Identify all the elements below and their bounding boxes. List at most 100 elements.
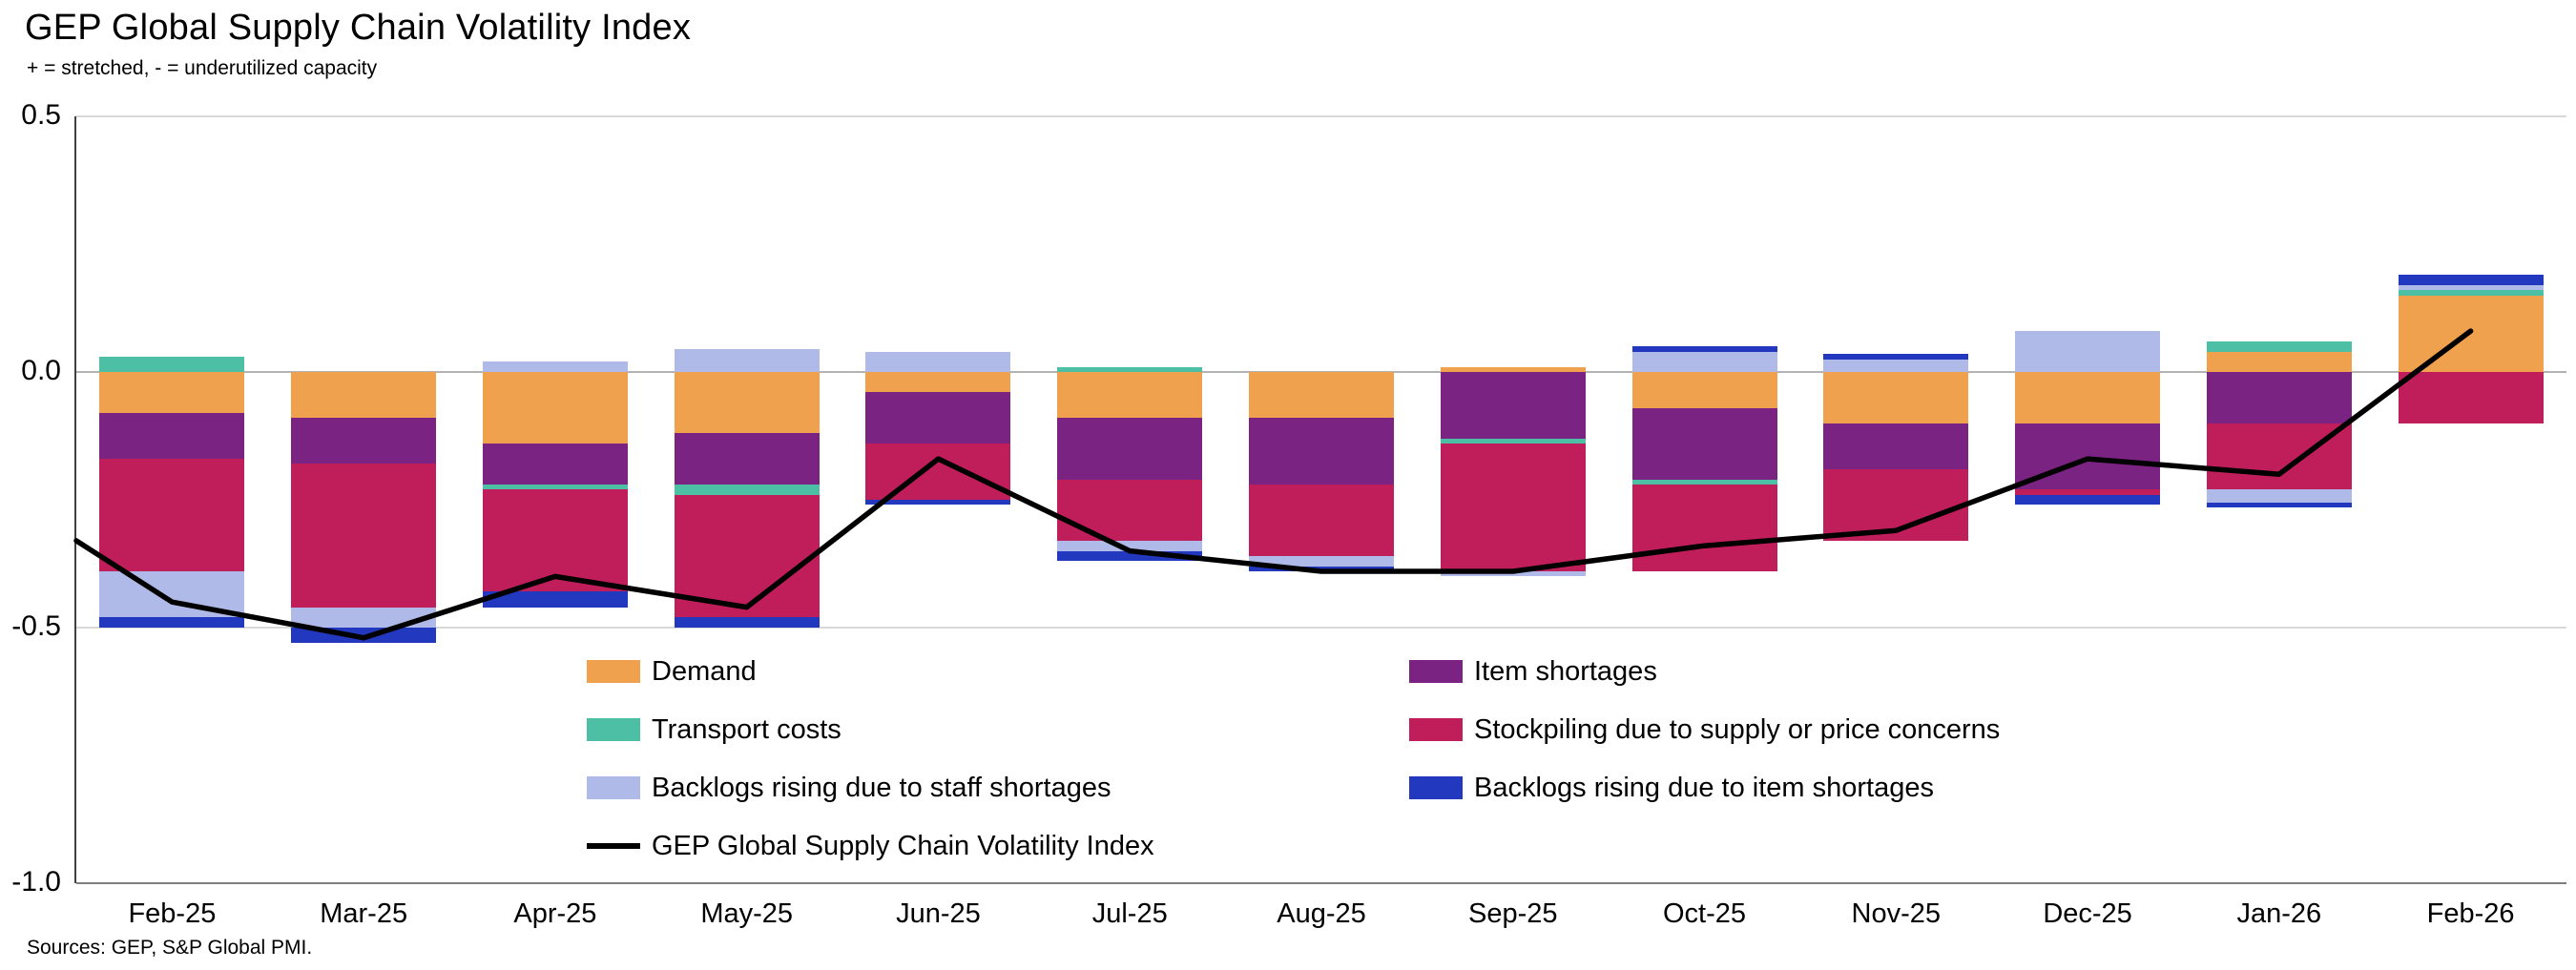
x-tick-label: May-25 — [700, 898, 794, 929]
bar-segment-item-shortages — [2207, 372, 2352, 423]
legend-label: Transport costs — [652, 713, 841, 745]
bar-segment-backlogs-rising-due-to-staff-shortages — [2399, 284, 2544, 291]
bar-segment-backlogs-rising-due-to-item-shortages — [1057, 550, 1202, 562]
plot-area: 0.5 0.0 -0.5 -1.0 Feb-25 Mar-25 Apr-25 May-25 J… — [11, 99, 2566, 929]
bar-segment-demand — [1057, 372, 1202, 419]
chart-title: GEP Global Supply Chain Volatility Index — [25, 8, 692, 48]
legend-item-gep-global-supply-chain-volatility-index: GEP Global Supply Chain Volatility Index — [587, 831, 1409, 861]
legend-color-swatch — [1409, 660, 1463, 683]
bar-segment-stockpiling-due-to-supply-or-price-concerns — [291, 464, 436, 608]
bar-segment-demand — [2207, 351, 2352, 372]
x-tick-label: Dec-25 — [2043, 898, 2132, 929]
bar-segment-stockpiling-due-to-supply-or-price-concerns — [2207, 423, 2352, 490]
bar-segment-item-shortages — [865, 392, 1010, 444]
legend-item-stockpiling-due-to-supply-or-price-concerns: Stockpiling due to supply or price conce… — [1409, 714, 2000, 745]
legend-item-transport-costs: Transport costs — [587, 714, 1409, 745]
y-tick-label: 0.0 — [21, 355, 61, 386]
bar-segment-backlogs-rising-due-to-staff-shortages — [483, 361, 628, 372]
bar-segment-transport-costs — [1441, 438, 1586, 444]
bar-segment-demand — [1441, 366, 1586, 372]
legend-color-swatch — [587, 776, 640, 799]
legend-line-swatch — [587, 843, 640, 849]
index-line-path — [73, 328, 2474, 641]
bar-segment-item-shortages — [1823, 423, 1968, 469]
bar-segment-backlogs-rising-due-to-item-shortages — [483, 591, 628, 608]
x-tick-label: Feb-26 — [2426, 898, 2515, 929]
legend-item-backlogs-rising-due-to-staff-shortages: Backlogs rising due to staff shortages — [587, 773, 1409, 803]
bar-segment-stockpiling-due-to-supply-or-price-concerns — [1249, 484, 1394, 556]
bar-segment-backlogs-rising-due-to-staff-shortages — [1249, 555, 1394, 567]
x-tick-label: Nov-25 — [1851, 898, 1942, 929]
bar-segment-item-shortages — [99, 412, 244, 460]
bar-segment-backlogs-rising-due-to-item-shortages — [99, 617, 244, 628]
legend-item-item-shortages: Item shortages — [1409, 656, 2000, 687]
bar-segment-backlogs-rising-due-to-staff-shortages — [865, 351, 1010, 372]
x-tick-label: Jun-25 — [896, 898, 981, 929]
bar-segment-item-shortages — [1057, 418, 1202, 480]
chart-legend: Demand Item shortages Transport costs Stock… — [587, 656, 2000, 861]
legend-label: GEP Global Supply Chain Volatility Index — [652, 830, 1154, 861]
bar-segment-stockpiling-due-to-supply-or-price-concerns — [1441, 444, 1586, 572]
chart-subtitle: + = stretched, - = underutilized capacit… — [27, 57, 378, 79]
bar-segment-item-shortages — [675, 433, 820, 485]
bar-segment-transport-costs — [483, 484, 628, 490]
gridline — [76, 882, 2566, 884]
x-tick-label: Mar-25 — [320, 898, 408, 929]
bar-segment-stockpiling-due-to-supply-or-price-concerns — [99, 459, 244, 572]
legend-label: Backlogs rising due to staff shortages — [652, 772, 1111, 803]
bar-segment-backlogs-rising-due-to-item-shortages — [2207, 502, 2352, 508]
bar-segment-stockpiling-due-to-supply-or-price-concerns — [2015, 489, 2160, 495]
bar-segment-backlogs-rising-due-to-staff-shortages — [1632, 351, 1777, 372]
bar-segment-backlogs-rising-due-to-item-shortages — [2399, 275, 2544, 285]
bar-segment-stockpiling-due-to-supply-or-price-concerns — [1632, 484, 1777, 572]
bar-segment-stockpiling-due-to-supply-or-price-concerns — [865, 444, 1010, 500]
bar-segment-transport-costs — [2207, 341, 2352, 352]
bar-segment-demand — [1249, 372, 1394, 419]
source-note: Sources: GEP, S&P Global PMI. — [27, 937, 313, 959]
bar-segment-backlogs-rising-due-to-item-shortages — [865, 500, 1010, 506]
bar-segment-transport-costs — [2399, 290, 2544, 296]
legend-label: Stockpiling due to supply or price conce… — [1474, 713, 2001, 745]
legend-color-swatch — [587, 718, 640, 741]
bar-segment-backlogs-rising-due-to-staff-shortages — [291, 607, 436, 628]
bar-segment-demand — [675, 372, 820, 434]
bar-segment-backlogs-rising-due-to-staff-shortages — [1057, 540, 1202, 551]
bar-segment-demand — [1632, 372, 1777, 408]
gridline — [76, 627, 2566, 629]
bar-segment-demand — [2015, 372, 2160, 423]
x-tick-label: Jan-26 — [2236, 898, 2322, 929]
legend-color-swatch — [1409, 776, 1463, 799]
bar-segment-demand — [865, 372, 1010, 393]
bar-segment-transport-costs — [99, 356, 244, 372]
legend-label: Item shortages — [1474, 655, 1657, 687]
bar-segment-backlogs-rising-due-to-item-shortages — [2015, 494, 2160, 506]
bar-segment-stockpiling-due-to-supply-or-price-concerns — [2399, 372, 2544, 423]
bar-segment-backlogs-rising-due-to-staff-shortages — [2015, 331, 2160, 372]
bar-segment-demand — [483, 372, 628, 444]
x-tick-label: Apr-25 — [513, 898, 597, 929]
bar-segment-transport-costs — [1057, 366, 1202, 372]
bar-segment-transport-costs — [1632, 479, 1777, 485]
bar-segment-backlogs-rising-due-to-item-shortages — [675, 617, 820, 628]
y-tick-label: -0.5 — [11, 610, 61, 642]
bar-segment-item-shortages — [483, 444, 628, 485]
x-tick-label: Feb-25 — [128, 898, 217, 929]
bar-segment-backlogs-rising-due-to-staff-shortages — [675, 348, 820, 372]
gridline — [76, 115, 2566, 117]
bar-segment-backlogs-rising-due-to-item-shortages — [1632, 346, 1777, 352]
bar-segment-demand — [291, 372, 436, 419]
legend-label: Demand — [652, 655, 757, 687]
x-tick-label: Jul-25 — [1091, 898, 1168, 929]
bar-segment-item-shortages — [1441, 372, 1586, 439]
bar-segment-item-shortages — [1249, 418, 1394, 485]
y-tick-label: 0.5 — [21, 99, 61, 131]
bar-segment-backlogs-rising-due-to-staff-shortages — [1823, 359, 1968, 372]
x-tick-label: Oct-25 — [1663, 898, 1747, 929]
legend-label: Backlogs rising due to item shortages — [1474, 772, 1934, 803]
y-tick-label: -1.0 — [11, 866, 61, 898]
x-tick-label: Aug-25 — [1277, 898, 1366, 929]
bar-segment-transport-costs — [675, 484, 820, 495]
bar-segment-backlogs-rising-due-to-item-shortages — [1823, 354, 1968, 360]
bar-segment-item-shortages — [1632, 407, 1777, 480]
